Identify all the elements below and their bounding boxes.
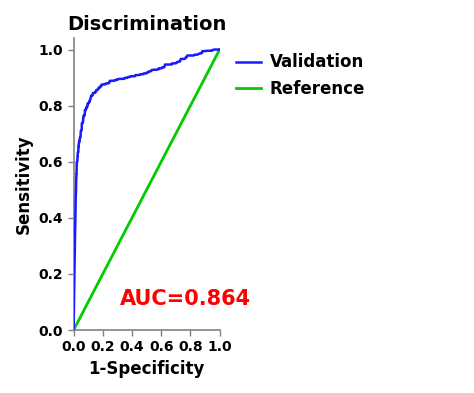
Validation: [211, 47, 217, 52]
Validation: [119, 77, 125, 81]
Legend: Validation, Reference: Validation, Reference: [229, 47, 372, 104]
Text: AUC=0.864: AUC=0.864: [120, 289, 251, 309]
Validation: [217, 47, 222, 52]
Y-axis label: Sensitivity: Sensitivity: [15, 134, 33, 234]
Validation: [145, 70, 151, 75]
Line: Validation: Validation: [73, 50, 219, 330]
Validation: [71, 328, 76, 332]
Validation: [144, 71, 149, 76]
Title: Discrimination: Discrimination: [67, 15, 226, 34]
Validation: [89, 93, 95, 98]
X-axis label: 1-Specificity: 1-Specificity: [89, 360, 205, 378]
Validation: [83, 105, 89, 110]
Validation: [74, 161, 80, 165]
